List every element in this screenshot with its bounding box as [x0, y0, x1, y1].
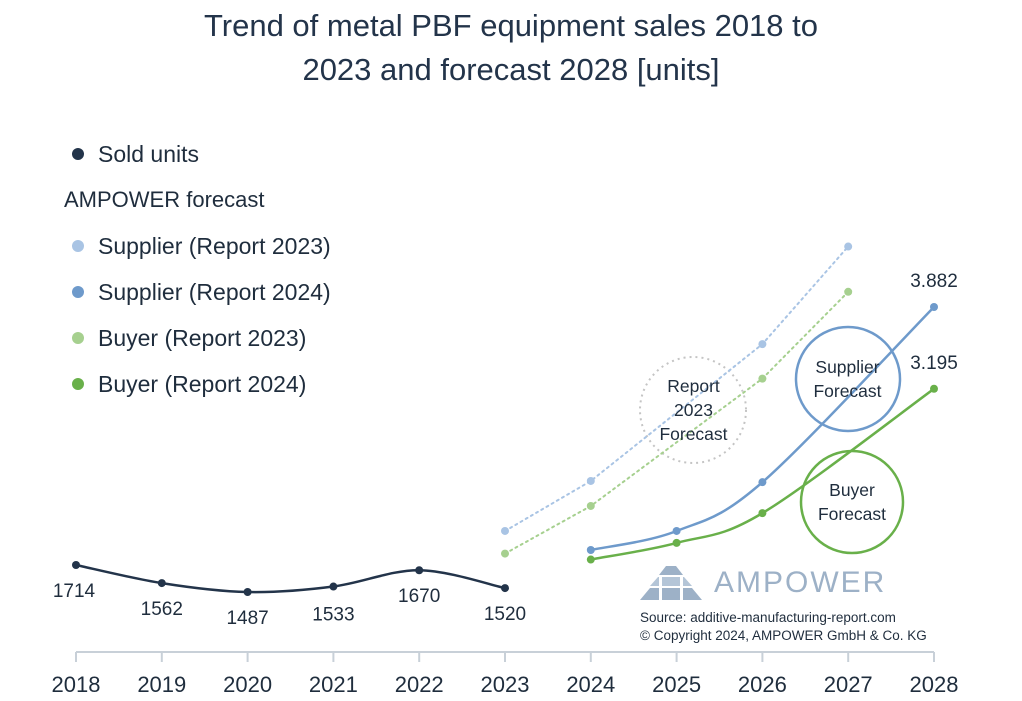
- data-point-buyer_2024-2026: [758, 509, 767, 518]
- data-point-buyer_2024-2028: [930, 384, 938, 393]
- data-label-sold-2018: 1714: [53, 581, 96, 602]
- data-point-supplier_2024-2025: [672, 526, 681, 535]
- legend-marker-sold: [72, 147, 84, 160]
- data-point-buyer_2023-2027: [844, 287, 853, 296]
- data-point-supplier_2023-2026: [758, 340, 767, 349]
- source-text: Source: additive-manufacturing-report.co…: [640, 610, 896, 625]
- legend-marker-buyer-2023: [72, 331, 84, 344]
- ampower-logo-icon: [640, 566, 702, 600]
- report-2023-forecast-line-1: Report: [667, 376, 720, 396]
- data-point-buyer_2023-2023: [501, 549, 509, 558]
- series-line-supplier_2024: [590, 306, 935, 552]
- data-label-supplier_2024-end: 3.882: [910, 271, 958, 292]
- legend-item-sold: Sold units: [64, 134, 331, 180]
- legend-heading: AMPOWER forecast: [64, 180, 331, 226]
- x-tick-label-2019: 2019: [137, 672, 186, 697]
- data-point-supplier_2023-2024: [586, 476, 595, 485]
- legend-marker-supplier-2024: [72, 285, 84, 298]
- buyer-forecast-line-2: Forecast: [817, 504, 887, 524]
- data-label-sold-2019: 1562: [141, 599, 183, 620]
- x-tick-label-2026: 2026: [738, 672, 787, 697]
- data-point-supplier_2024-2024: [586, 546, 595, 555]
- series-line-supplier_2023: [504, 245, 850, 532]
- legend-item-buyer-2023: Buyer (Report 2023): [64, 318, 331, 364]
- x-tick-label-2027: 2027: [824, 672, 873, 697]
- data-label-sold-2020: 1487: [226, 608, 268, 629]
- series-line-buyer_2023: [504, 290, 850, 555]
- legend: Sold units AMPOWER forecast Supplier (Re…: [64, 134, 331, 410]
- data-label-sold-2021: 1533: [312, 605, 354, 626]
- series-line-buyer_2024: [590, 387, 935, 561]
- legend-marker-buyer-2024: [72, 377, 84, 390]
- x-tick-label-2018: 2018: [52, 672, 101, 697]
- x-tick-label-2025: 2025: [652, 672, 701, 697]
- data-point-sold-2018: [72, 561, 80, 569]
- data-point-sold-2023: [501, 584, 509, 593]
- x-tick-label-2022: 2022: [395, 672, 444, 697]
- data-label-sold-2023: 1520: [484, 604, 526, 625]
- supplier-forecast-circle: [794, 325, 902, 433]
- chart-title: Trend of metal PBF equipment sales 2018 …: [61, 4, 961, 92]
- data-point-buyer_2023-2026: [758, 374, 767, 383]
- data-point-buyer_2024-2024: [586, 555, 595, 564]
- data-point-sold-2019: [157, 579, 166, 588]
- x-tick-label-2020: 2020: [223, 672, 272, 697]
- data-point-supplier_2024-2028: [930, 303, 938, 311]
- supplier-forecast-line-1: Supplier: [815, 357, 880, 377]
- data-point-buyer_2023-2024: [586, 501, 595, 510]
- legend-label-sold: Sold units: [98, 141, 200, 167]
- report-2023-forecast-line-3: Forecast: [659, 424, 728, 444]
- x-tick-label-2028: 2028: [910, 672, 959, 697]
- copyright-text: © Copyright 2024, AMPOWER GmbH & Co. KG: [640, 628, 927, 643]
- report-2023-forecast-circle: [639, 356, 747, 464]
- data-point-sold-2020: [243, 588, 252, 597]
- source-block: Source: additive-manufacturing-report.co…: [640, 609, 927, 645]
- ampower-logo: AMPOWER: [640, 563, 886, 603]
- legend-item-supplier-2024: Supplier (Report 2024): [64, 272, 331, 318]
- data-point-sold-2022: [415, 566, 424, 575]
- legend-item-supplier-2023: Supplier (Report 2023): [64, 226, 331, 272]
- data-point-supplier_2023-2023: [501, 526, 509, 535]
- x-tick-label-2021: 2021: [309, 672, 358, 697]
- data-point-sold-2021: [329, 582, 338, 591]
- legend-heading-label: AMPOWER forecast: [64, 187, 265, 212]
- legend-label-supplier-2023: Supplier (Report 2023): [98, 233, 331, 259]
- data-label-buyer_2024-end: 3.195: [910, 353, 958, 374]
- report-2023-forecast-label: Report 2023 Forecast: [640, 374, 747, 446]
- supplier-forecast-line-2: Forecast: [813, 381, 882, 401]
- data-point-supplier_2023-2027: [844, 242, 853, 251]
- buyer-forecast-line-1: Buyer: [829, 480, 875, 500]
- report-2023-forecast-line-2: 2023: [674, 400, 713, 420]
- buyer-forecast-label: Buyer Forecast: [800, 478, 904, 526]
- legend-label-buyer-2024: Buyer (Report 2024): [98, 371, 307, 397]
- chart-title-line-2: 2023 and forecast 2028 [units]: [302, 52, 720, 87]
- chart-title-line-1: Trend of metal PBF equipment sales 2018 …: [203, 8, 819, 43]
- x-tick-label-2023: 2023: [481, 672, 530, 697]
- series-line-sold: [75, 563, 506, 594]
- ampower-logo-text: AMPOWER: [714, 566, 887, 599]
- legend-label-supplier-2024: Supplier (Report 2024): [98, 279, 331, 305]
- data-point-buyer_2024-2025: [672, 538, 681, 547]
- legend-marker-supplier-2023: [72, 239, 84, 252]
- supplier-forecast-label: Supplier Forecast: [795, 355, 900, 403]
- data-point-supplier_2024-2026: [758, 478, 767, 487]
- x-tick-label-2024: 2024: [566, 672, 615, 697]
- legend-label-buyer-2023: Buyer (Report 2023): [98, 325, 307, 351]
- data-label-sold-2022: 1670: [398, 586, 440, 607]
- legend-item-buyer-2024: Buyer (Report 2024): [64, 364, 331, 410]
